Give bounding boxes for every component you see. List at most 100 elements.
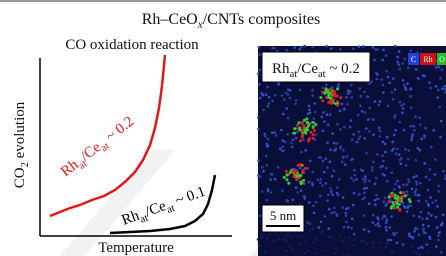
texture-dot xyxy=(375,194,378,197)
texture-dot xyxy=(424,127,427,130)
texture-dot xyxy=(333,142,336,145)
texture-dot xyxy=(385,246,388,249)
texture-dot xyxy=(437,239,440,242)
texture-dot xyxy=(326,166,329,169)
texture-dot xyxy=(385,167,388,170)
texture-dot xyxy=(315,201,318,204)
texture-dot xyxy=(368,202,371,205)
texture-dot xyxy=(280,129,283,132)
texture-dot xyxy=(293,127,296,130)
texture-dot xyxy=(382,160,385,163)
texture-dot xyxy=(363,228,366,231)
texture-dot xyxy=(416,183,419,186)
texture-dot xyxy=(400,104,403,107)
texture-dot xyxy=(418,117,421,120)
texture-dot xyxy=(421,218,424,221)
texture-dot xyxy=(385,54,388,57)
figure: Rh–CeOx/CNTs composites CO oxidation rea… xyxy=(0,0,446,256)
texture-dot xyxy=(347,207,350,210)
texture-dot xyxy=(411,136,414,139)
texture-dot xyxy=(418,216,421,219)
texture-dot xyxy=(347,92,350,95)
texture-dot xyxy=(374,100,377,103)
texture-dot xyxy=(276,238,279,241)
texture-dot xyxy=(299,89,302,92)
texture-dot xyxy=(410,204,413,207)
texture-dot xyxy=(328,236,331,239)
texture-dot xyxy=(267,138,270,141)
texture-dot xyxy=(322,111,325,114)
texture-dot xyxy=(352,244,355,247)
texture-dot xyxy=(290,142,293,145)
texture-dot xyxy=(308,181,311,184)
texture-dot xyxy=(396,206,399,209)
texture-dot xyxy=(408,149,411,152)
texture-dot xyxy=(422,247,425,250)
texture-dot xyxy=(302,126,305,129)
texture-dot xyxy=(320,232,323,235)
texture-dot xyxy=(315,238,318,241)
texture-dot xyxy=(302,139,305,142)
texture-dot xyxy=(385,221,388,224)
texture-dot xyxy=(392,201,395,204)
texture-dot xyxy=(327,124,330,127)
texture-dot xyxy=(336,142,339,145)
texture-dot xyxy=(271,100,274,103)
texture-dot xyxy=(265,93,268,96)
texture-dot xyxy=(335,147,338,150)
texture-dot xyxy=(322,87,325,90)
texture-dot xyxy=(347,226,350,229)
texture-dot xyxy=(308,201,311,204)
texture-dot xyxy=(398,50,401,53)
texture-dot xyxy=(330,102,333,105)
texture-dot xyxy=(417,200,420,203)
texture-dot xyxy=(323,120,326,123)
texture-dot xyxy=(336,94,339,97)
texture-dot xyxy=(328,92,331,95)
texture-dot xyxy=(266,164,269,167)
texture-dot xyxy=(311,94,314,97)
texture-dot xyxy=(289,97,292,100)
texture-dot xyxy=(440,251,443,254)
texture-dot xyxy=(365,178,368,181)
texture-dot xyxy=(359,87,362,90)
texture-dot xyxy=(413,129,416,132)
texture-dot xyxy=(344,163,347,166)
texture-dot xyxy=(283,238,286,241)
texture-dot xyxy=(257,159,260,162)
texture-dot xyxy=(312,242,315,245)
texture-dot xyxy=(261,166,264,169)
texture-dot xyxy=(438,232,441,235)
texture-dot xyxy=(394,129,397,132)
texture-dot xyxy=(366,242,369,245)
texture-dot xyxy=(299,139,302,142)
texture-dot xyxy=(363,181,366,184)
texture-dot xyxy=(262,170,265,173)
texture-dot xyxy=(388,200,391,203)
texture-dot xyxy=(308,230,311,233)
texture-dot xyxy=(368,179,371,182)
texture-dot xyxy=(379,130,382,133)
texture-dot xyxy=(330,212,333,215)
texture-dot xyxy=(411,188,414,191)
texture-dot xyxy=(307,140,310,143)
texture-dot xyxy=(313,212,316,215)
texture-dot xyxy=(345,214,348,217)
texture-dot xyxy=(353,169,356,172)
texture-dot xyxy=(395,201,398,204)
texture-dot xyxy=(377,218,380,221)
texture-dot xyxy=(381,217,384,220)
texture-dot xyxy=(323,171,326,174)
texture-dot xyxy=(372,118,375,121)
texture-dot xyxy=(320,116,323,119)
texture-dot xyxy=(305,117,308,120)
texture-dot xyxy=(441,87,444,90)
texture-dot xyxy=(400,157,403,160)
texture-dot xyxy=(315,134,318,137)
texture-dot xyxy=(326,113,329,116)
texture-dot xyxy=(357,114,360,117)
texture-dot xyxy=(330,47,333,50)
texture-dot xyxy=(261,190,264,193)
texture-dot xyxy=(333,91,336,94)
texture-dot xyxy=(325,182,328,185)
